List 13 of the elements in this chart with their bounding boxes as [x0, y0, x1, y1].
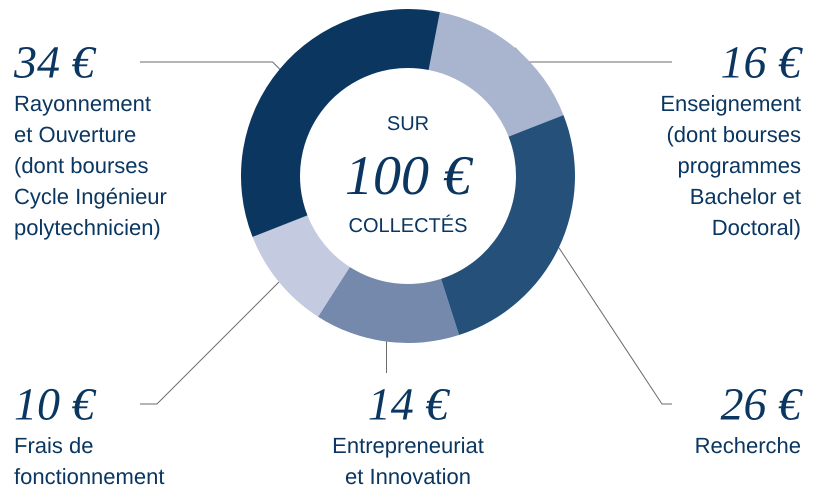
text: 100 €: [345, 145, 474, 207]
text: SUR: [386, 113, 430, 135]
slice-label: Recherche: [694, 433, 801, 458]
data-label: 14 €: [368, 378, 450, 430]
data-label: 34 €: [13, 36, 96, 88]
slice-label: Rayonnement et Ouverture (dont bourses Cycle Ingénieur polytechnicien): [14, 91, 167, 240]
data-label: 26 €: [720, 378, 803, 430]
slice-label: Frais de fonctionnement: [14, 433, 164, 489]
slice-label: Entrepreneuriat et Innovation: [332, 433, 484, 489]
data-label: 16 €: [720, 36, 803, 88]
slice-label: Enseignement (dont bourses programmes Bachelor et Doctoral): [660, 91, 801, 240]
data-label: 10 €: [14, 378, 96, 430]
text: COLLECTÉS: [348, 214, 468, 237]
